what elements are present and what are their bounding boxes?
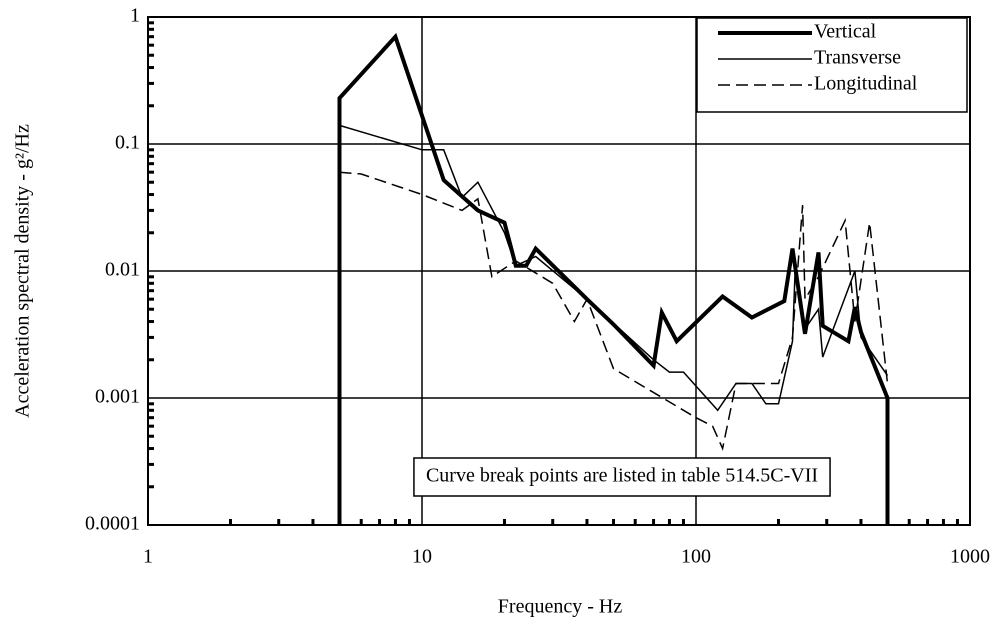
x-tick-label: 10	[412, 546, 432, 568]
x-tick-label: 100	[681, 546, 711, 568]
legend-label: Longitudinal	[814, 73, 918, 95]
series-line	[339, 124, 889, 412]
y-axis-label: Acceleration spectral density - g²/Hz	[12, 124, 34, 418]
x-tick-label: 1000	[950, 546, 990, 568]
y-tick-label: 1	[130, 5, 140, 27]
series-line	[337, 32, 890, 525]
x-axis-label: Frequency - Hz	[498, 596, 623, 618]
series-line	[339, 171, 889, 451]
legend-label: Vertical	[814, 21, 877, 43]
x-tick-label: 1	[143, 546, 153, 568]
y-tick-label: 0.1	[115, 132, 140, 154]
y-tick-label: 0.0001	[85, 513, 140, 535]
legend-label: Transverse	[814, 47, 901, 69]
annotation: Curve break points are listed in table 5…	[426, 465, 818, 487]
y-tick-label: 0.001	[95, 386, 140, 408]
annotation-box	[413, 457, 831, 497]
plot-frame	[147, 16, 971, 526]
y-tick-label: 0.01	[105, 259, 140, 281]
